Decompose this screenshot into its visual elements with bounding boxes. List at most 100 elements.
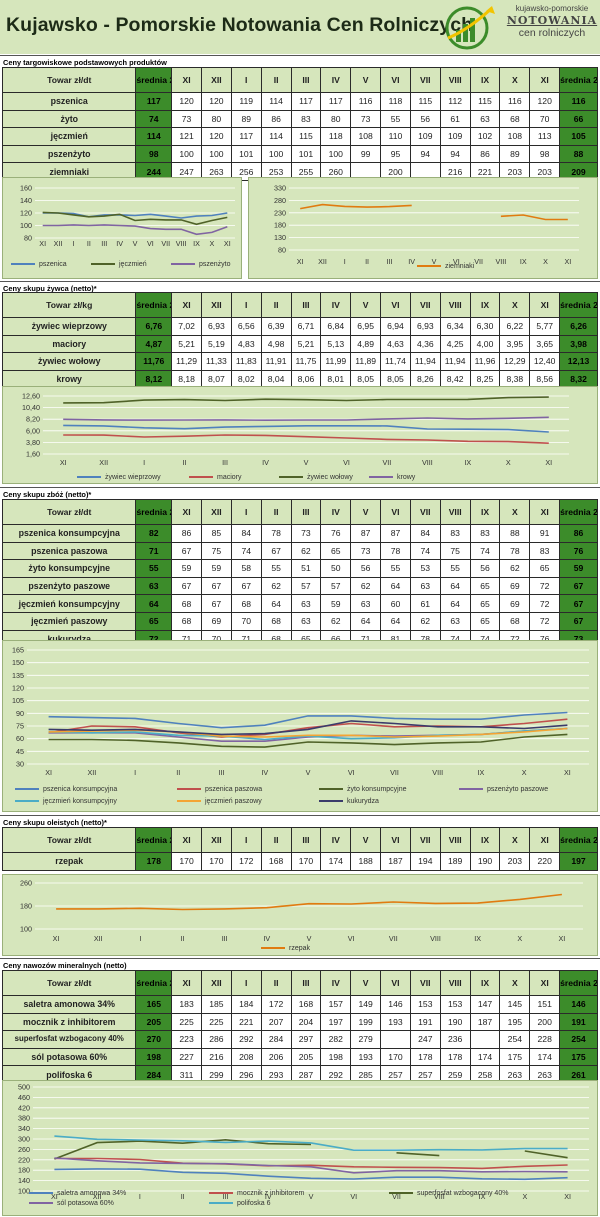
x-tick-label: IV (116, 239, 123, 248)
x-tick-label: V (304, 458, 309, 467)
value-cell: 63 (290, 594, 322, 613)
y-tick-label: 260 (20, 879, 32, 888)
legend-swatch (319, 788, 343, 791)
value-cell: 4,36 (409, 334, 441, 354)
row-label: żyto (1, 109, 137, 129)
value-cell: 62 (260, 576, 292, 596)
legend-item: ziemniaki (417, 263, 474, 270)
line-chart: 100 140 180 220 260 300 340 380 420 460 500 XI XII I I… (2, 1080, 598, 1216)
value-cell: 6,30 (469, 317, 501, 336)
x-tick-label: XI (53, 934, 60, 943)
line-chart: 80 130 180 230 280 330 XI XII I II III IV V VI VII VIII… (248, 177, 598, 279)
x-tick-label: I (344, 257, 346, 266)
legend-label: mocznik z inhibitorem (237, 1190, 305, 1197)
value-cell: 94 (409, 144, 441, 164)
value-cell: 198 (320, 1047, 352, 1067)
value-cell: 83 (469, 524, 501, 543)
avg-2023-cell: 205 (135, 1012, 173, 1032)
value-cell: 8,42 (439, 369, 471, 389)
column-header-month: VIII (439, 970, 471, 996)
column-header-month: III (290, 67, 322, 93)
value-cell: 113 (529, 127, 561, 146)
y-tick-label: 180 (20, 902, 32, 911)
series-line-1 (42, 211, 228, 226)
row-label: żyto konsumpcyjne (1, 559, 137, 578)
avg-2024-cell: 67 (559, 611, 598, 631)
avg-2024-cell: 67 (559, 594, 598, 613)
value-cell: 84 (230, 524, 262, 543)
column-header-month: I (230, 499, 262, 525)
legend-swatch (15, 800, 39, 803)
value-cell: 4,89 (350, 334, 382, 354)
avg-2024-cell: 105 (559, 127, 598, 146)
value-cell: 193 (350, 1047, 382, 1067)
y-tick-label: 460 (18, 1093, 30, 1102)
value-cell: 3,95 (499, 334, 531, 354)
value-cell: 4,25 (439, 334, 471, 354)
row-label: jęczmień konsumpcyjny (1, 594, 137, 613)
line-chart: 30 45 60 75 90 105 120 135 150 165 XI XII I II III IV V V… (2, 640, 598, 812)
value-cell: 108 (499, 127, 531, 146)
avg-2024-cell: 59 (559, 559, 598, 578)
value-cell: 114 (260, 92, 292, 111)
row-label: pszenica (1, 92, 137, 111)
value-cell: 91 (529, 524, 561, 543)
legend-item: jęczmień konsumpcyjny (15, 798, 117, 805)
legend-item: pszenica (11, 261, 67, 268)
row-label: sól potasowa 60% (1, 1047, 137, 1067)
y-tick-label: 8,20 (26, 415, 40, 424)
value-cell: 299 (200, 1065, 232, 1084)
value-cell: 11,96 (469, 352, 501, 371)
value-cell: 5,21 (290, 334, 322, 354)
avg-2024-cell: 146 (559, 995, 598, 1014)
y-tick-label: 60 (16, 734, 24, 743)
value-cell: 12,40 (529, 352, 561, 371)
value-cell: 117 (230, 127, 262, 146)
x-tick-label: XII (54, 239, 63, 248)
value-cell: 78 (380, 541, 411, 561)
avg-2023-cell: 270 (135, 1030, 173, 1049)
x-tick-label: XII (318, 257, 327, 266)
avg-2024-cell: 66 (559, 109, 598, 129)
x-tick-label: IV (262, 458, 269, 467)
legend-swatch (459, 788, 483, 791)
value-cell: 63 (290, 611, 322, 631)
table-row: polifoska 6 284 311 299 296 293 287 292 285 257 25… (1, 1065, 598, 1084)
value-cell: 8,07 (200, 369, 232, 389)
column-header-unit: Towar zł/dt (1, 827, 137, 853)
x-tick-label: V (432, 257, 437, 266)
x-tick-label: VIII (434, 1192, 445, 1201)
column-header-month: IX (469, 970, 501, 996)
value-cell: 6,39 (260, 317, 292, 336)
value-cell: 117 (290, 92, 322, 111)
value-cell: 204 (290, 1012, 322, 1032)
value-cell: 61 (409, 594, 441, 613)
value-cell: 74 (230, 541, 262, 561)
column-header-month: XI (529, 67, 561, 93)
legend-label: jęczmień konsumpcyjny (43, 798, 117, 805)
value-cell: 200 (529, 1012, 561, 1032)
value-cell: 101 (290, 144, 322, 164)
value-cell: 56 (350, 559, 382, 578)
table-row: pszenica paszowa 71 67 75 74 67 62 65 73 78 74 75 74… (1, 541, 598, 561)
brand-block: kujawsko-pomorskie NOTOWANIA cen rolnicz… (506, 4, 598, 50)
legend-swatch (279, 476, 303, 479)
avg-2024-cell: 254 (559, 1030, 598, 1049)
legend-label: jęczmień paszowy (205, 798, 262, 805)
value-cell: 174 (529, 1047, 561, 1067)
legend-item: polifoska 6 (209, 1200, 270, 1207)
row-label: pszenżyto (1, 144, 137, 164)
legend-item: superfosfat wzbogacony 40% (389, 1190, 508, 1197)
legend-label: sól potasowa 60% (57, 1200, 114, 1207)
column-header-month: VI (380, 970, 411, 996)
x-tick-label: III (219, 768, 225, 777)
column-header-month: V (350, 970, 382, 996)
avg-2024-cell: 12,13 (559, 352, 598, 371)
column-header-month: VIII (439, 499, 471, 525)
y-tick-label: 3,80 (26, 438, 40, 447)
value-cell: 63 (469, 109, 501, 129)
row-label: superfosfat wzbogacony 40% (1, 1030, 137, 1049)
column-header-month: XII (200, 499, 232, 525)
column-header-avg-2024: średnia 2024 (559, 67, 598, 93)
